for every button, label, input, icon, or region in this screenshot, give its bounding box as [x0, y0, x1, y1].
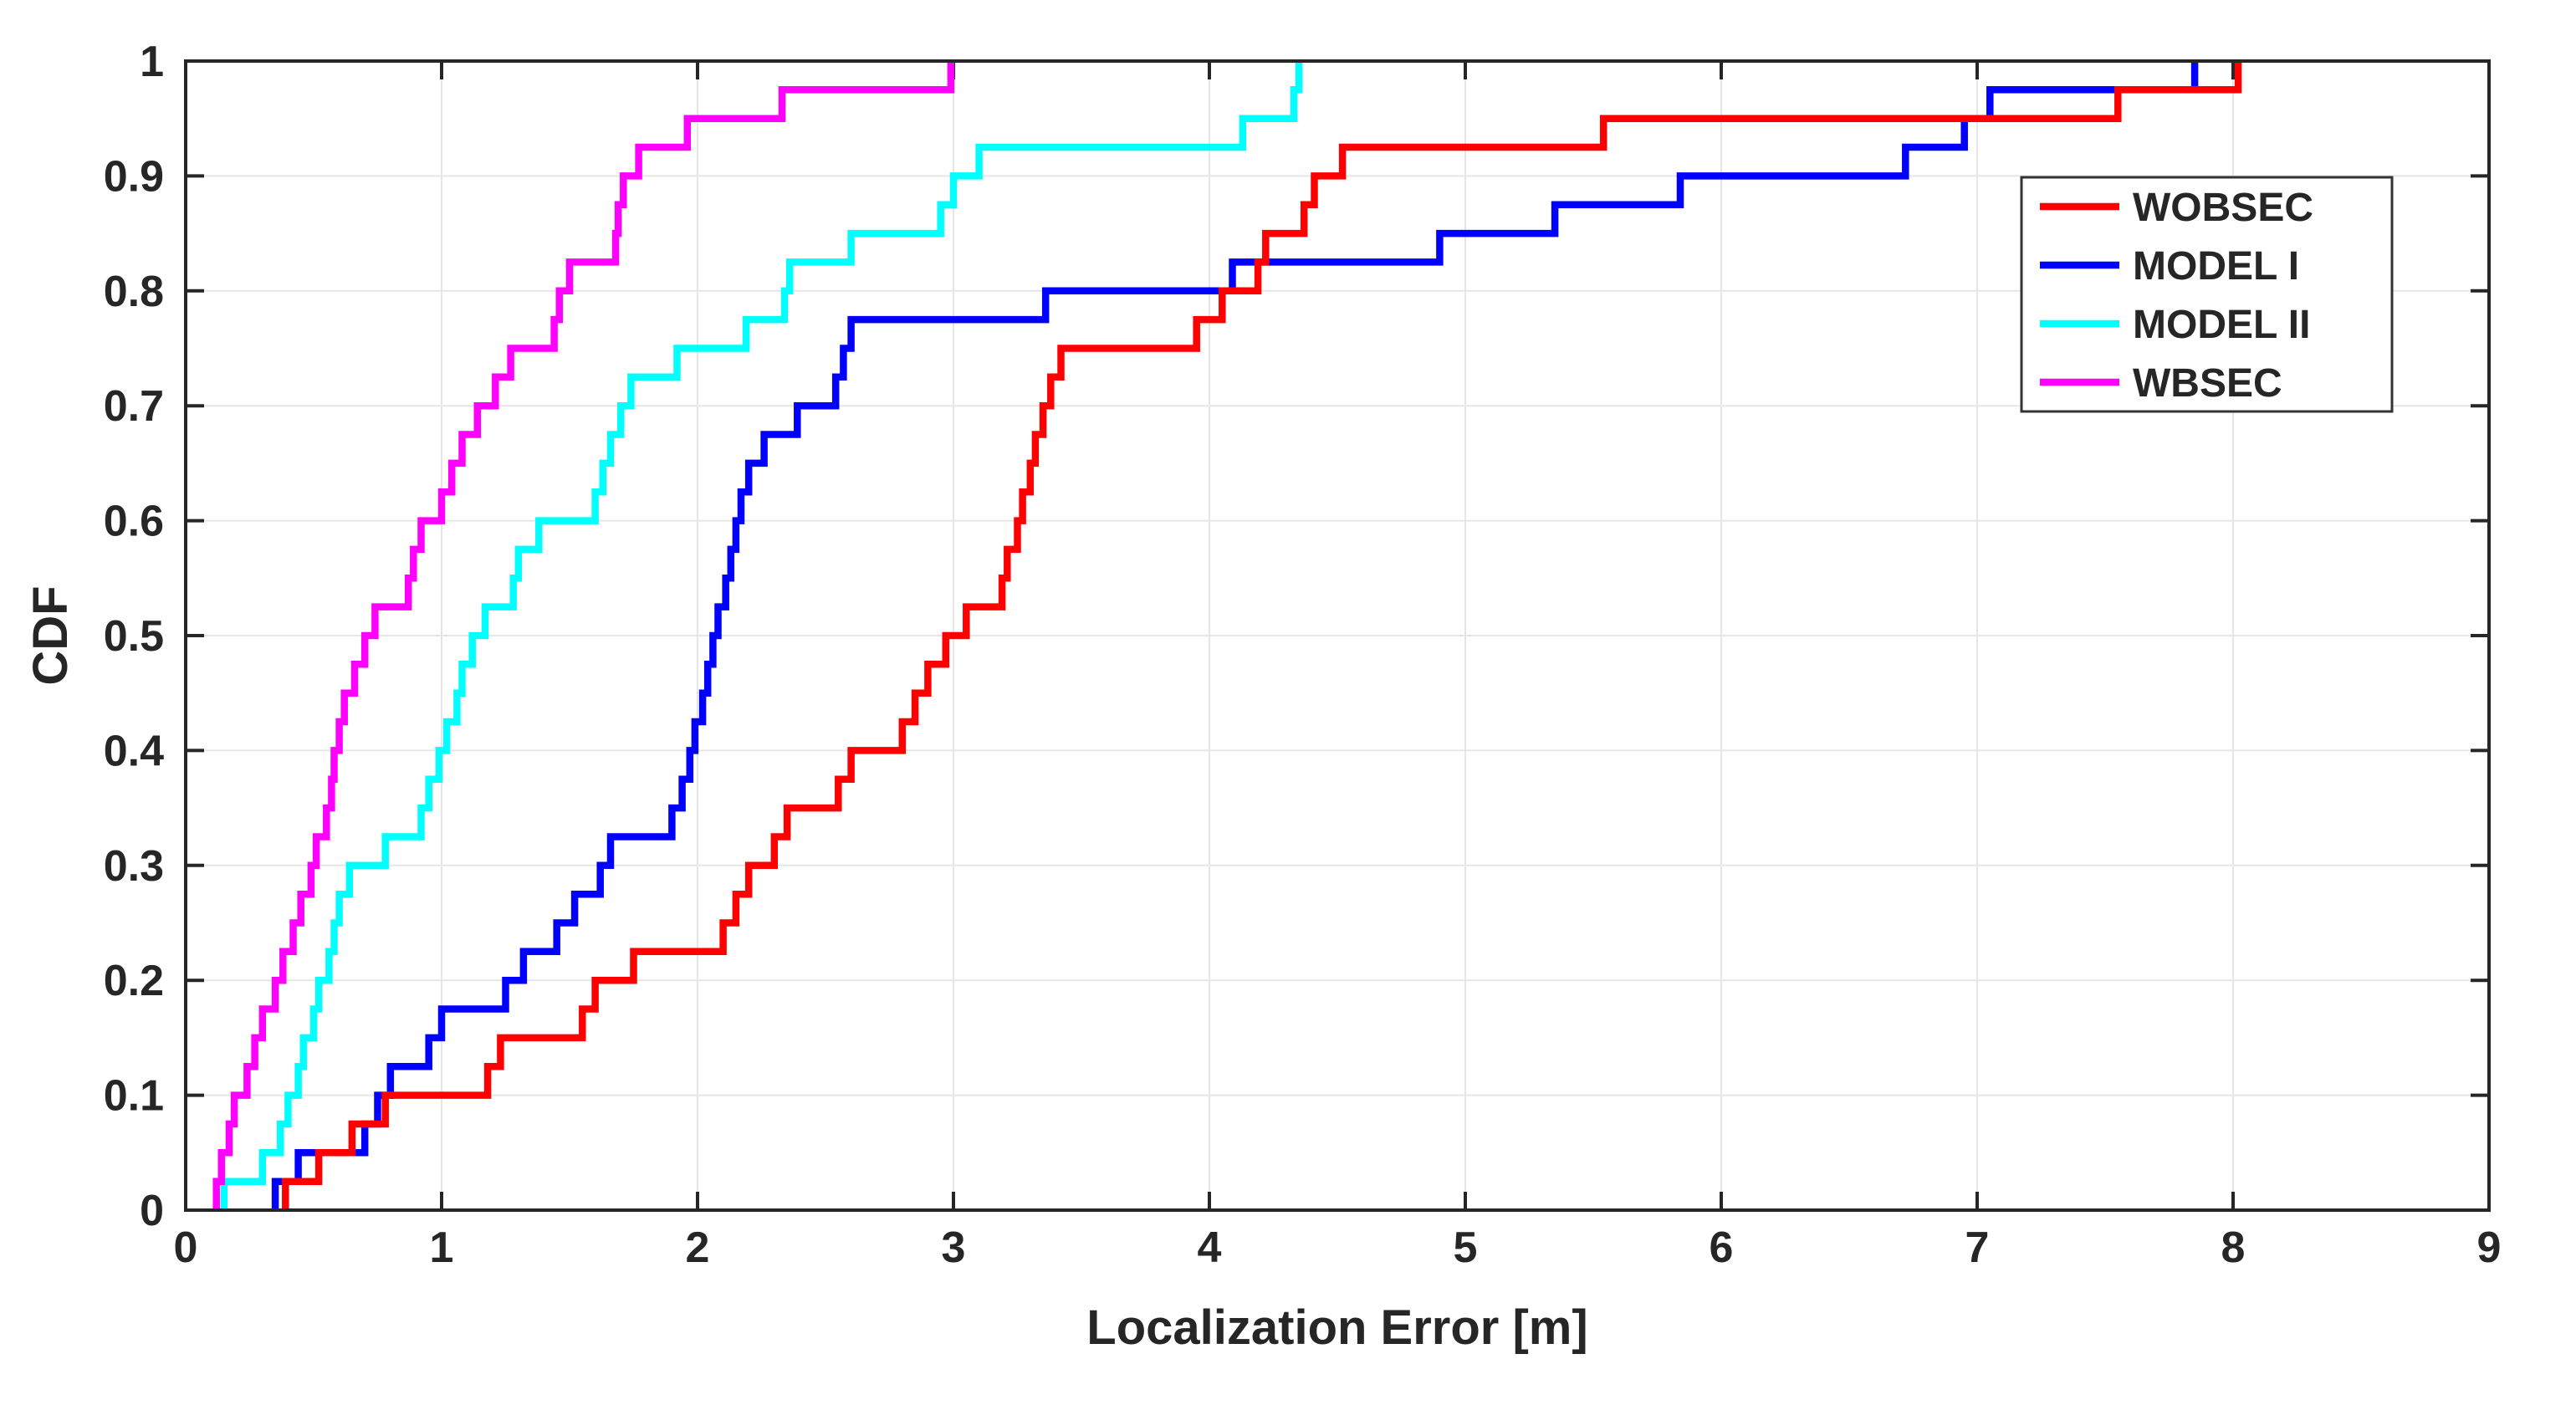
y-tick-label: 0.6: [104, 498, 164, 546]
y-tick-label: 0.2: [104, 957, 164, 1005]
y-tick-label: 0.5: [104, 612, 164, 661]
y-tick-label: 0.4: [104, 727, 164, 775]
x-tick-label: 3: [942, 1224, 966, 1272]
cdf-curve-wobsec: [282, 61, 2242, 1210]
x-tick-label: 4: [1198, 1224, 1222, 1272]
x-tick-label: 8: [2221, 1224, 2246, 1272]
x-tick-label: 2: [686, 1224, 710, 1272]
legend-label-model-ii: MODEL II: [2133, 303, 2310, 347]
x-tick-label: 9: [2477, 1224, 2502, 1272]
x-tick-label: 5: [1454, 1224, 1478, 1272]
x-tick-label: 7: [1965, 1224, 1990, 1272]
y-tick-label: 0.7: [104, 382, 164, 431]
y-tick-label: 1: [140, 38, 164, 86]
y-tick-label: 0.3: [104, 842, 164, 891]
legend-box: [2020, 176, 2394, 413]
legend-label-wbsec: WBSEC: [2133, 361, 2282, 406]
legend-label-wobsec: WOBSEC: [2133, 186, 2313, 230]
cdf-curve-wbsec: [212, 61, 955, 1210]
x-tick-label: 6: [1710, 1224, 1734, 1272]
axes-box: [184, 59, 2491, 1212]
x-axis-title: Localization Error [m]: [1086, 1300, 1587, 1355]
y-tick-label: 0.9: [104, 152, 164, 201]
cdf-curve-model-i: [271, 61, 2199, 1210]
x-tick-label: 0: [174, 1224, 198, 1272]
legend-label-model-i: MODEL I: [2133, 244, 2299, 289]
cdf-curve-model-ii: [220, 61, 1303, 1210]
y-axis-title: CDF: [23, 585, 78, 685]
x-tick-label: 1: [430, 1224, 454, 1272]
y-tick-label: 0.1: [104, 1072, 164, 1121]
y-tick-label: 0: [140, 1187, 164, 1235]
y-tick-label: 0.8: [104, 268, 164, 316]
